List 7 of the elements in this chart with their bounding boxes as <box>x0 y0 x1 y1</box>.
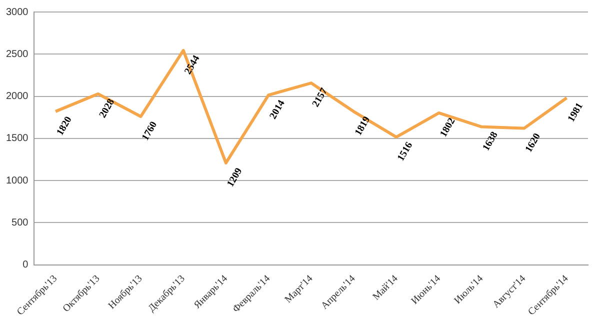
y-tick-label: 500 <box>12 217 29 228</box>
y-tick-label: 2500 <box>6 48 29 60</box>
y-tick-label: 2000 <box>6 91 29 102</box>
y-tick-label: 1500 <box>6 133 29 144</box>
y-tick-label: 3000 <box>6 6 29 18</box>
y-tick-label: 1000 <box>6 175 29 186</box>
y-tick-label: 0 <box>22 260 29 271</box>
